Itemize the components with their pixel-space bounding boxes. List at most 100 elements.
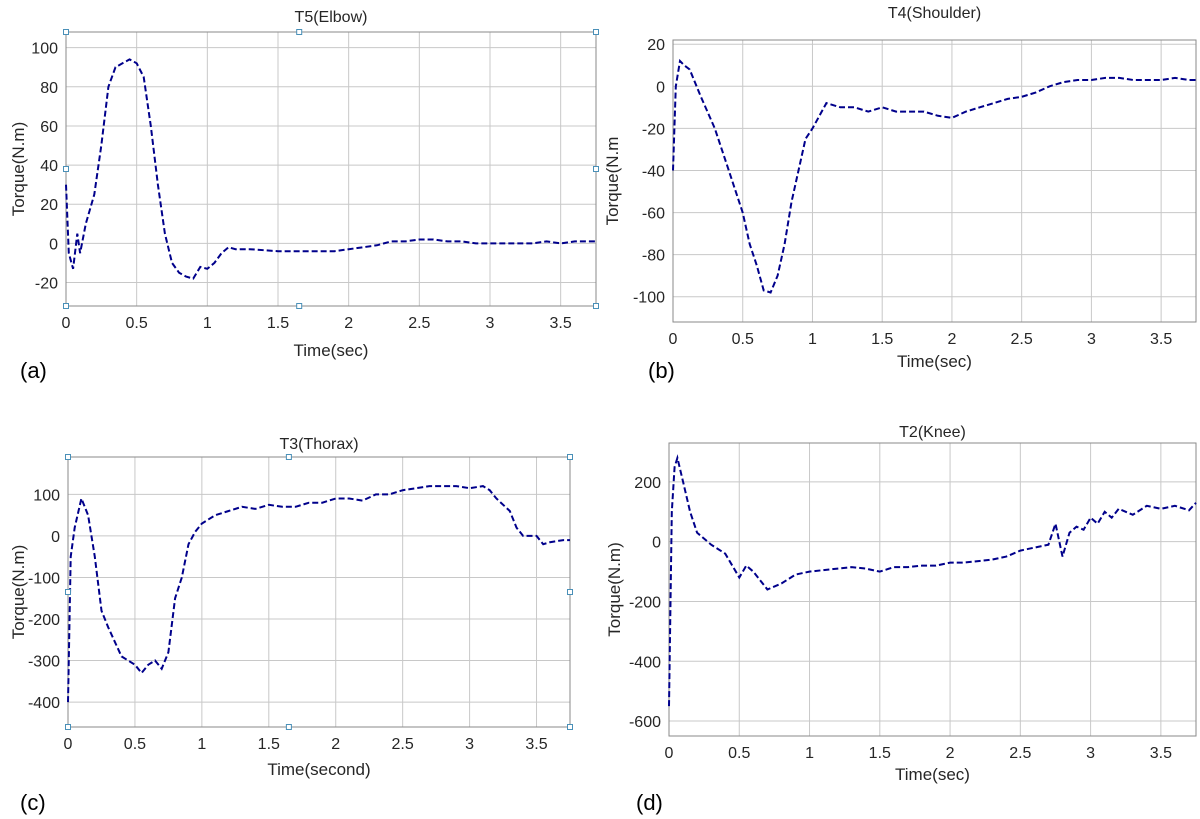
y-tick-label-b: 0 [656, 79, 665, 96]
x-tick-label-b: 3 [1087, 331, 1096, 348]
y-tick-label-a: 40 [40, 158, 58, 175]
x-tick-label-d: 0 [665, 745, 674, 762]
chart-title-b: T4(Shoulder) [888, 5, 981, 22]
resize-handle[interactable] [63, 303, 69, 309]
y-tick-label-b: -20 [642, 121, 665, 138]
x-tick-label-c: 1.5 [258, 736, 280, 753]
x-tick-label-c: 2 [331, 736, 340, 753]
resize-handle[interactable] [296, 303, 303, 309]
resize-handle[interactable] [65, 724, 71, 730]
y-tick-label-c: -100 [28, 570, 60, 587]
x-tick-label-d: 3 [1086, 745, 1095, 762]
resize-handle[interactable] [296, 29, 303, 35]
panel-label-c: (c) [20, 790, 46, 815]
resize-handle[interactable] [65, 589, 71, 595]
x-tick-label-d: 1 [805, 745, 814, 762]
panel-label-a: (a) [20, 358, 47, 383]
x-tick-label-b: 0.5 [732, 331, 754, 348]
x-tick-label-b: 0 [669, 331, 678, 348]
resize-handle[interactable] [567, 454, 573, 460]
x-tick-label-d: 2.5 [1009, 745, 1031, 762]
x-tick-label-a: 1.5 [267, 315, 289, 332]
y-axis-label-b: Torque(N.m [603, 137, 622, 226]
plot-area-b [672, 39, 1197, 323]
y-axis-label-c: Torque(N.m) [9, 545, 28, 639]
x-tick-label-a: 2 [344, 315, 353, 332]
y-tick-label-b: -100 [633, 290, 665, 307]
x-tick-label-b: 2.5 [1011, 331, 1033, 348]
resize-handle[interactable] [567, 589, 573, 595]
resize-handle[interactable] [285, 454, 292, 460]
resize-handle[interactable] [63, 166, 69, 172]
y-axis-label-a: Torque(N.m) [9, 122, 28, 216]
y-tick-label-a: 0 [49, 236, 58, 253]
y-tick-label-b: -60 [642, 206, 665, 223]
panel-label-d: (d) [636, 790, 663, 815]
panel-label-b: (b) [648, 358, 675, 383]
y-tick-label-a: 20 [40, 197, 58, 214]
x-tick-label-c: 3 [465, 736, 474, 753]
x-tick-label-c: 2.5 [392, 736, 414, 753]
plot-area-a [65, 31, 597, 307]
x-tick-label-a: 3 [486, 315, 495, 332]
plot-area-d [668, 442, 1197, 737]
y-tick-label-c: -300 [28, 654, 60, 671]
resize-handle[interactable] [593, 29, 599, 35]
plot-border-b [672, 39, 1197, 323]
chart-title-d: T2(Knee) [899, 424, 966, 441]
x-tick-label-a: 2.5 [408, 315, 430, 332]
resize-handle[interactable] [593, 166, 599, 172]
y-tick-label-b: -40 [642, 163, 665, 180]
torque-series-line-b [672, 58, 1196, 294]
y-tick-label-a: 80 [40, 80, 58, 97]
chart-title-c: T3(Thorax) [279, 436, 358, 453]
y-tick-label-c: -200 [28, 612, 60, 629]
resize-handle[interactable] [65, 454, 71, 460]
x-tick-label-b: 1 [808, 331, 817, 348]
resize-handle[interactable] [567, 724, 573, 730]
resize-handle[interactable] [63, 29, 69, 35]
y-tick-label-d: 0 [652, 535, 661, 552]
y-tick-label-d: 200 [634, 475, 661, 492]
x-tick-label-a: 3.5 [550, 315, 572, 332]
resize-handle[interactable] [593, 303, 599, 309]
y-tick-label-b: -80 [642, 248, 665, 265]
panel-a-elbow: 0 0.5 1 1.5 2 2.5 3 3.5 -20 0 20 40 60 80 100 T5(Elbow)… [9, 9, 599, 360]
y-tick-label-d: -200 [629, 594, 661, 611]
y-tick-label-c: 0 [51, 529, 60, 546]
x-tick-label-d: 2 [946, 745, 955, 762]
resize-handle[interactable] [285, 724, 292, 730]
y-tick-label-a: -20 [35, 276, 58, 293]
x-axis-label-c: Time(second) [267, 760, 370, 779]
plot-border-d [668, 442, 1197, 737]
x-tick-label-a: 1 [203, 315, 212, 332]
y-tick-label-c: -400 [28, 695, 60, 712]
y-tick-label-c: 100 [33, 487, 60, 504]
panel-b-shoulder: 0 0.5 1 1.5 2 2.5 3 3.5 -100 -80 -60 -40 -20 0 20 T4(Sh… [603, 5, 1197, 371]
panel-d-knee: 0 0.5 1 1.5 2 2.5 3 3.5 -600 -400 -200 0 200 T2(Knee)… [605, 424, 1197, 784]
y-tick-label-a: 60 [40, 119, 58, 136]
x-tick-label-b: 1.5 [871, 331, 893, 348]
x-tick-label-a: 0 [62, 315, 71, 332]
panel-c-thorax: 0 0.5 1 1.5 2 2.5 3 3.5 -400 -300 -200 -100 0 100 T3(T… [9, 436, 573, 779]
x-tick-label-d: 1.5 [869, 745, 891, 762]
y-tick-label-a: 100 [31, 41, 58, 58]
chart-title-a: T5(Elbow) [295, 9, 368, 26]
x-tick-label-b: 2 [947, 331, 956, 348]
torque-series-line-a [65, 58, 596, 280]
y-tick-label-b: 20 [647, 37, 665, 54]
x-axis-label-d: Time(sec) [895, 765, 970, 784]
x-tick-label-a: 0.5 [126, 315, 148, 332]
x-tick-label-c: 0.5 [124, 736, 146, 753]
y-tick-label-d: -400 [629, 654, 661, 671]
x-tick-label-d: 3.5 [1150, 745, 1172, 762]
y-tick-label-d: -600 [629, 714, 661, 731]
x-tick-label-c: 1 [197, 736, 206, 753]
x-tick-label-b: 3.5 [1150, 331, 1172, 348]
x-axis-label-b: Time(sec) [897, 352, 972, 371]
x-tick-label-c: 3.5 [525, 736, 547, 753]
y-axis-label-d: Torque(N.m) [605, 542, 624, 636]
x-tick-label-c: 0 [64, 736, 73, 753]
x-tick-label-d: 0.5 [728, 745, 750, 762]
